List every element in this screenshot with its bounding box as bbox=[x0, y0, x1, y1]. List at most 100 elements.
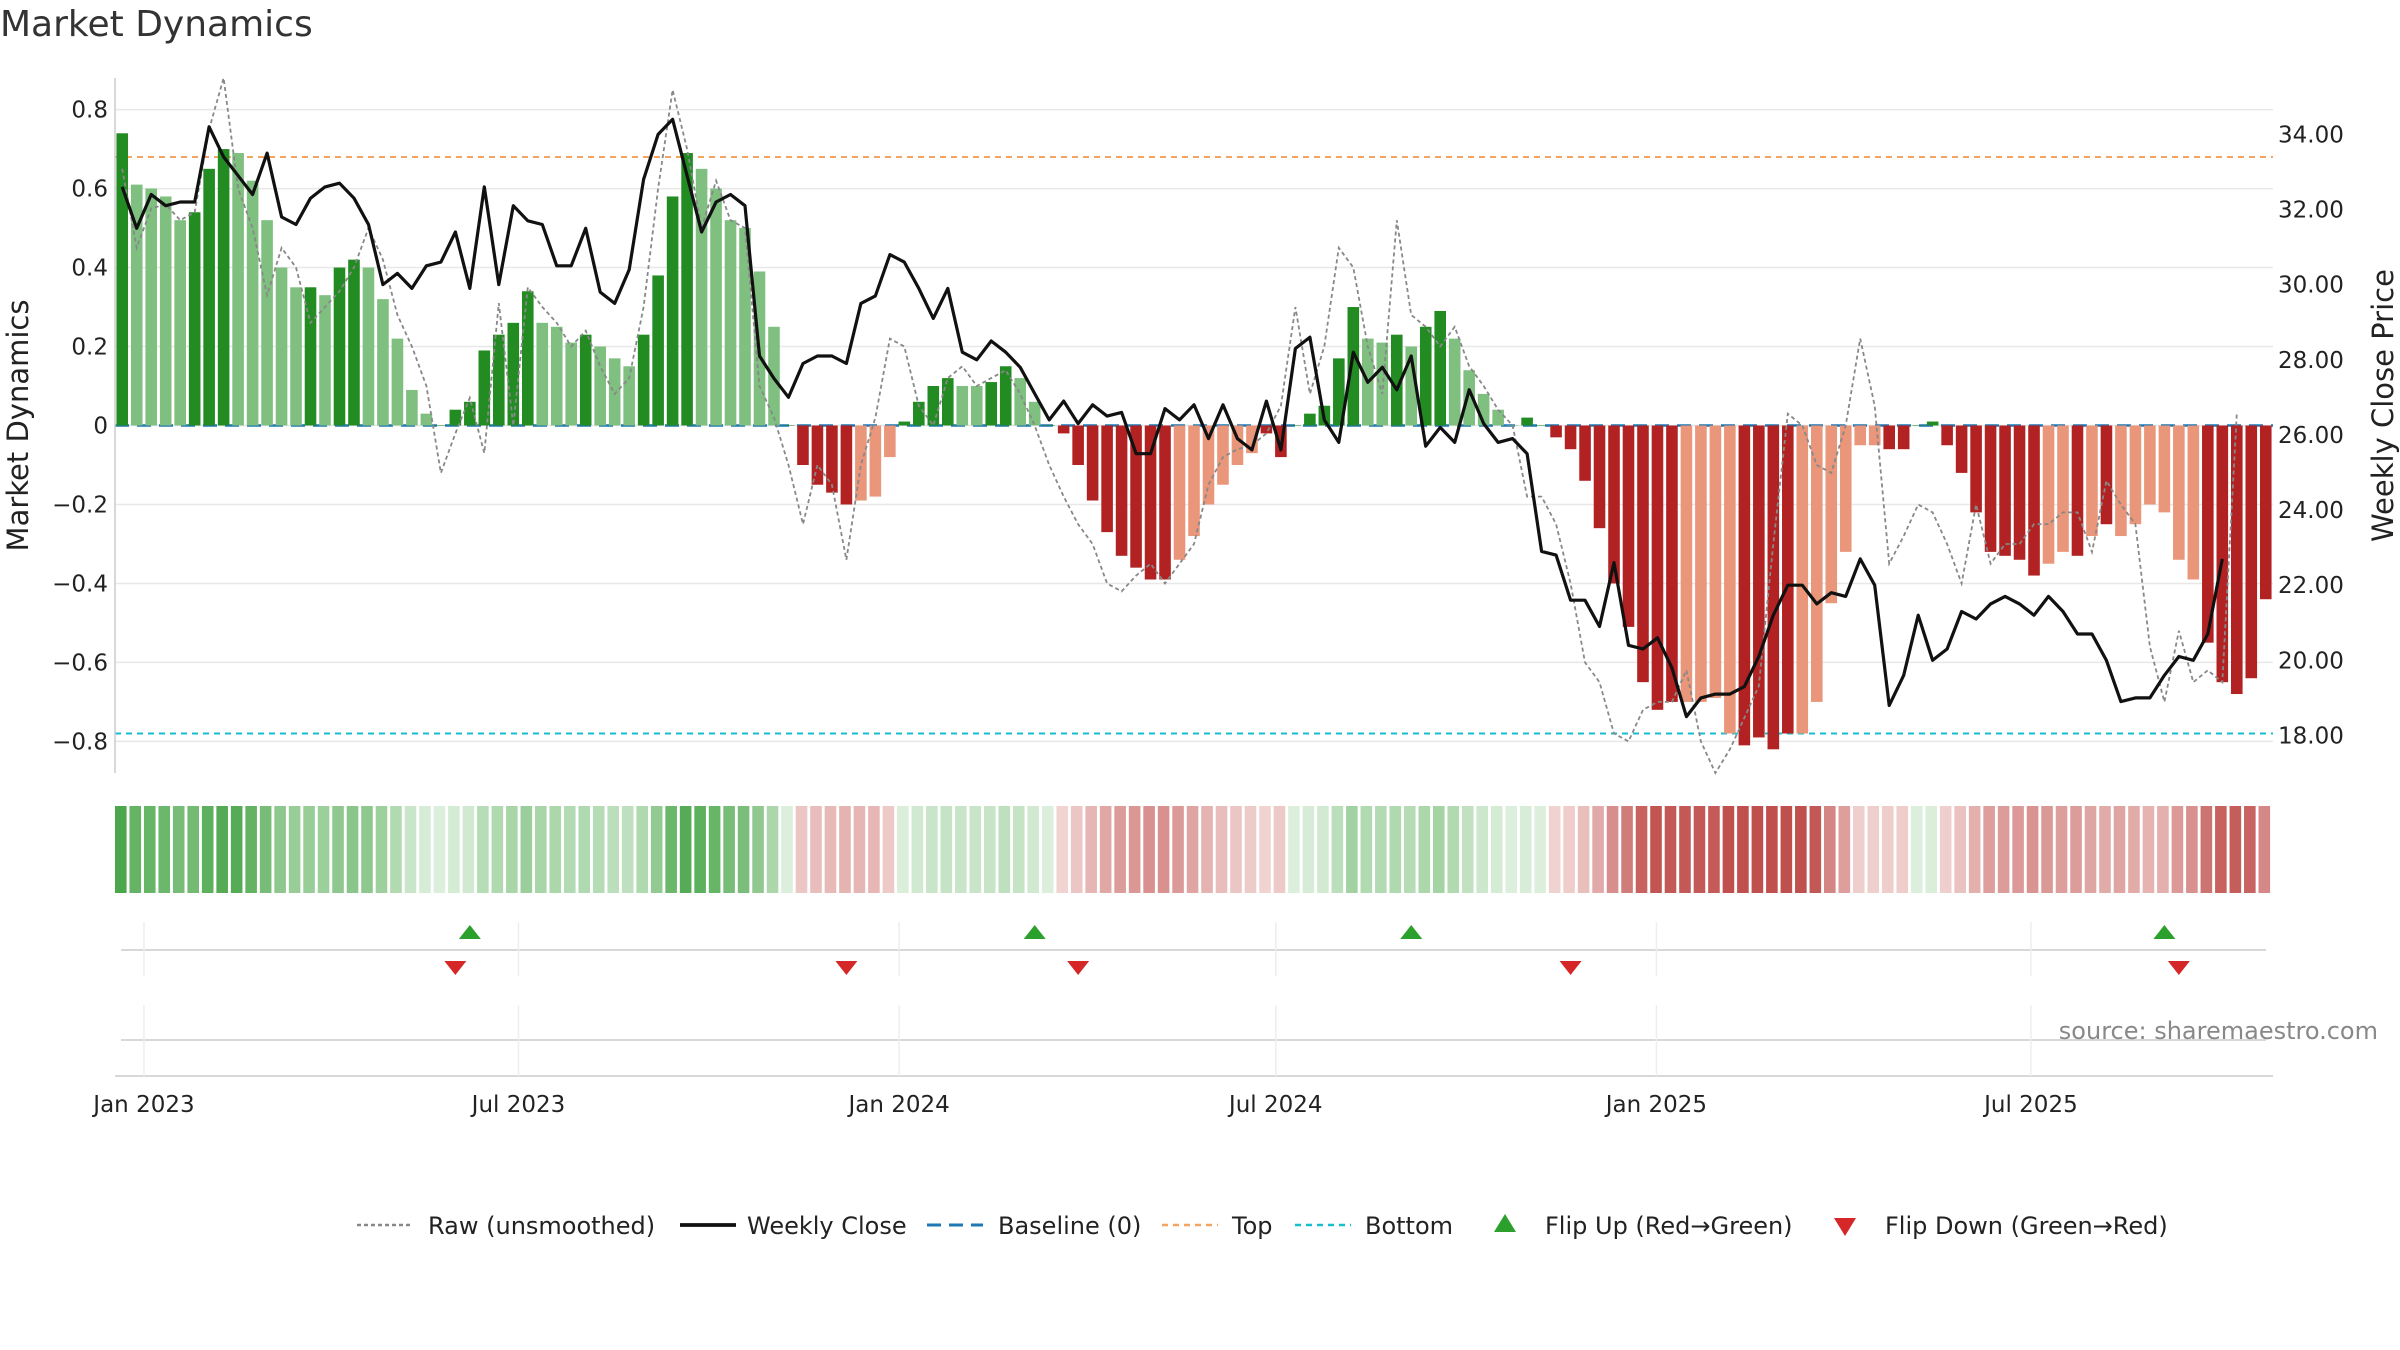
flip-up-marker bbox=[2153, 925, 2176, 939]
y2-tick-label: 30.00 bbox=[2278, 273, 2344, 299]
heat-cell bbox=[245, 806, 257, 893]
heat-cell bbox=[1143, 806, 1155, 893]
dynamics-bar bbox=[1796, 425, 1809, 734]
heat-cell bbox=[1418, 806, 1431, 893]
heat-cell bbox=[2128, 806, 2140, 893]
dynamics-bar bbox=[1753, 425, 1765, 738]
heat-cell bbox=[781, 806, 793, 893]
dynamics-bar bbox=[1347, 307, 1360, 426]
legend-label: Top bbox=[1231, 1212, 1273, 1240]
flip-down-marker bbox=[444, 961, 467, 975]
y2-tick-label: 26.00 bbox=[2278, 423, 2344, 449]
flip-down-marker bbox=[1559, 961, 1582, 975]
heat-cell bbox=[2070, 806, 2082, 893]
heat-cell bbox=[1780, 806, 1793, 893]
heat-cell bbox=[375, 806, 388, 893]
y-tick-label: 0.4 bbox=[71, 256, 108, 282]
dynamics-bar bbox=[275, 267, 288, 426]
dynamics-bar bbox=[1159, 425, 1171, 580]
dynamics-bar bbox=[579, 334, 592, 426]
heat-cell bbox=[361, 806, 373, 893]
heat-cell bbox=[983, 806, 996, 893]
axes: 0.8 0.6 0.4 0.2 0 −0.2 −0.4 −0.6 −0.8 34.00 32.00 3… bbox=[1, 78, 2400, 773]
dynamics-bar bbox=[869, 425, 882, 497]
heat-cell bbox=[172, 806, 185, 893]
dynamics-bar bbox=[1666, 425, 1678, 702]
heat-cell bbox=[897, 806, 909, 893]
heat-cell bbox=[1954, 806, 1966, 893]
heat-cell bbox=[332, 806, 344, 893]
dynamics-bar bbox=[246, 180, 259, 426]
dynamics-bar bbox=[188, 212, 201, 426]
heat-cell bbox=[926, 806, 938, 893]
heat-cell bbox=[1389, 806, 1402, 893]
heat-cell bbox=[2244, 806, 2256, 893]
heat-cell bbox=[1592, 806, 1604, 893]
y-tick-label: −0.4 bbox=[52, 571, 108, 597]
heat-cell bbox=[129, 806, 142, 893]
dynamics-bar bbox=[1043, 425, 1055, 426]
heat-cell bbox=[563, 806, 576, 893]
dynamics-bar bbox=[304, 287, 317, 426]
heat-cell bbox=[1273, 806, 1286, 893]
heat-cell bbox=[2026, 806, 2039, 893]
heat-cell bbox=[2229, 806, 2242, 893]
y2-tick-label: 34.00 bbox=[2278, 122, 2344, 148]
dynamics-bar bbox=[811, 425, 824, 485]
dynamics-bar bbox=[2115, 425, 2127, 537]
weekly-close-line bbox=[120, 117, 2224, 719]
heat-cell bbox=[2099, 806, 2111, 893]
dynamics-bar bbox=[956, 386, 969, 426]
dynamics-bar bbox=[420, 413, 433, 426]
dynamics-bar bbox=[681, 153, 693, 426]
y2-tick-label: 28.00 bbox=[2278, 348, 2344, 374]
heat-cell bbox=[694, 806, 706, 893]
dynamics-bar bbox=[1782, 425, 1794, 734]
heat-cell bbox=[1070, 806, 1083, 893]
y-tick-label: −0.8 bbox=[52, 729, 108, 755]
heat-cell bbox=[1519, 806, 1532, 893]
y-tick-label: 0 bbox=[93, 414, 108, 440]
y-tick-label: 0.6 bbox=[71, 177, 108, 203]
flip-down-marker bbox=[1067, 961, 1090, 975]
heat-cell bbox=[259, 806, 272, 893]
heat-cell bbox=[839, 806, 851, 893]
dynamics-bar bbox=[1419, 326, 1432, 426]
heat-cell bbox=[2215, 806, 2227, 893]
heat-cell bbox=[1056, 806, 1068, 893]
heat-cell bbox=[317, 806, 330, 893]
y2-tick-label: 32.00 bbox=[2278, 197, 2344, 223]
legend: Raw (unsmoothed) Weekly Close Baseline (0)… bbox=[357, 1212, 2168, 1240]
heat-cell bbox=[1997, 806, 2010, 893]
dynamics-bar bbox=[2230, 425, 2243, 695]
dynamics-bar bbox=[1608, 425, 1620, 584]
dynamics-bar bbox=[391, 338, 404, 426]
dynamics-bar bbox=[464, 401, 476, 426]
heat-cell bbox=[795, 806, 808, 893]
heat-cell bbox=[491, 806, 504, 893]
heat-cell bbox=[2200, 806, 2213, 893]
dynamics-bar bbox=[782, 425, 795, 426]
dynamics-bar bbox=[550, 326, 563, 426]
heat-cell bbox=[708, 806, 721, 893]
dynamics-bar bbox=[1173, 425, 1186, 560]
heat-cell bbox=[1809, 806, 1822, 893]
flip-down-marker bbox=[835, 961, 858, 975]
dynamics-bar bbox=[1217, 425, 1229, 485]
heat-cell bbox=[462, 806, 475, 893]
heat-cell bbox=[1288, 806, 1300, 893]
heat-cell bbox=[1896, 806, 1909, 893]
dynamics-bar bbox=[1376, 342, 1389, 426]
y2-tick-label: 22.00 bbox=[2278, 573, 2344, 599]
dynamics-bar bbox=[1405, 346, 1418, 426]
heat-cell bbox=[853, 806, 866, 893]
dynamics-bar bbox=[1492, 409, 1504, 426]
dynamics-bar bbox=[927, 386, 940, 426]
dynamics-bar bbox=[2042, 425, 2055, 564]
dynamics-bar bbox=[724, 220, 737, 426]
dynamics-bar bbox=[2129, 425, 2142, 525]
heat-cell bbox=[2157, 806, 2169, 893]
dynamics-bar bbox=[898, 421, 911, 426]
heat-cell bbox=[419, 806, 431, 893]
heat-cell bbox=[1852, 806, 1865, 893]
